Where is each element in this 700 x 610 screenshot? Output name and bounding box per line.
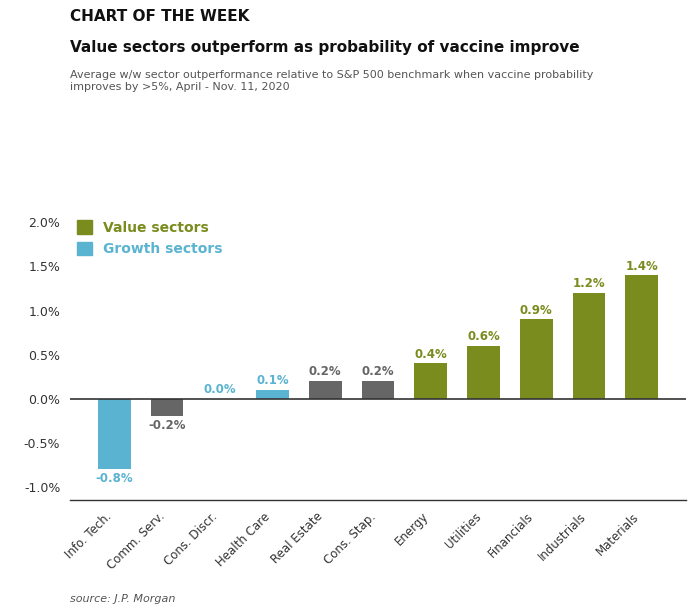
- Text: 0.4%: 0.4%: [414, 348, 447, 361]
- Text: Value sectors outperform as probability of vaccine improve: Value sectors outperform as probability …: [70, 40, 580, 55]
- Text: -0.8%: -0.8%: [95, 472, 133, 485]
- Bar: [625, 275, 658, 399]
- Bar: [362, 381, 394, 399]
- Text: 0.0%: 0.0%: [204, 383, 236, 396]
- Bar: [520, 320, 552, 399]
- Bar: [256, 390, 289, 399]
- Bar: [150, 399, 183, 417]
- Text: -0.2%: -0.2%: [148, 419, 186, 432]
- Text: CHART OF THE WEEK: CHART OF THE WEEK: [70, 9, 249, 24]
- Text: 0.2%: 0.2%: [362, 365, 394, 378]
- Text: 1.4%: 1.4%: [625, 260, 658, 273]
- Text: 0.9%: 0.9%: [520, 304, 552, 317]
- Text: Average w/w sector outperformance relative to S&P 500 benchmark when vaccine pro: Average w/w sector outperformance relati…: [70, 70, 594, 92]
- Text: source: J.P. Morgan: source: J.P. Morgan: [70, 594, 176, 604]
- Bar: [467, 346, 500, 399]
- Text: 0.2%: 0.2%: [309, 365, 342, 378]
- Legend: Value sectors, Growth sectors: Value sectors, Growth sectors: [77, 220, 223, 256]
- Text: 1.2%: 1.2%: [573, 278, 605, 290]
- Text: 0.6%: 0.6%: [467, 330, 500, 343]
- Bar: [309, 381, 342, 399]
- Text: 0.1%: 0.1%: [256, 375, 289, 387]
- Bar: [573, 293, 605, 399]
- Bar: [414, 364, 447, 399]
- Bar: [98, 399, 131, 469]
